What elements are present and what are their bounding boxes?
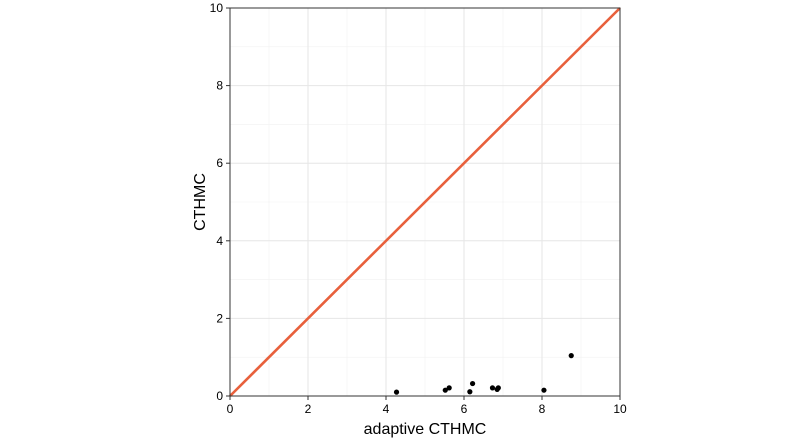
data-point xyxy=(446,385,452,391)
data-point xyxy=(541,387,547,393)
data-point xyxy=(568,353,574,359)
x-axis-title: adaptive CTHMC xyxy=(364,421,487,438)
x-tick-label: 6 xyxy=(461,402,468,416)
data-point xyxy=(469,380,476,387)
x-tick-label: 0 xyxy=(227,402,234,416)
y-axis-title: CTHMC xyxy=(192,173,209,231)
data-point xyxy=(489,385,496,391)
x-tick-label: 8 xyxy=(539,402,546,416)
y-tick-label: 6 xyxy=(216,156,223,170)
data-point xyxy=(393,389,400,395)
y-tick-label: 4 xyxy=(216,234,223,248)
identity-reference-line xyxy=(229,7,621,397)
y-tick-label: 0 xyxy=(216,389,223,403)
y-axis-ticks: 0 2 4 6 8 10 xyxy=(210,1,230,403)
y-tick-label: 2 xyxy=(216,311,223,325)
plot-panel-border xyxy=(229,7,621,397)
data-points xyxy=(393,353,574,395)
x-tick-label: 10 xyxy=(613,402,627,416)
y-tick-label: 10 xyxy=(210,1,224,15)
data-point xyxy=(495,385,501,391)
data-point xyxy=(467,389,473,395)
y-tick-label: 8 xyxy=(216,79,223,93)
x-tick-label: 4 xyxy=(383,402,390,416)
x-tick-label: 2 xyxy=(305,402,312,416)
data-point xyxy=(442,387,448,393)
x-axis-ticks: 0 2 4 6 8 10 xyxy=(227,396,627,416)
